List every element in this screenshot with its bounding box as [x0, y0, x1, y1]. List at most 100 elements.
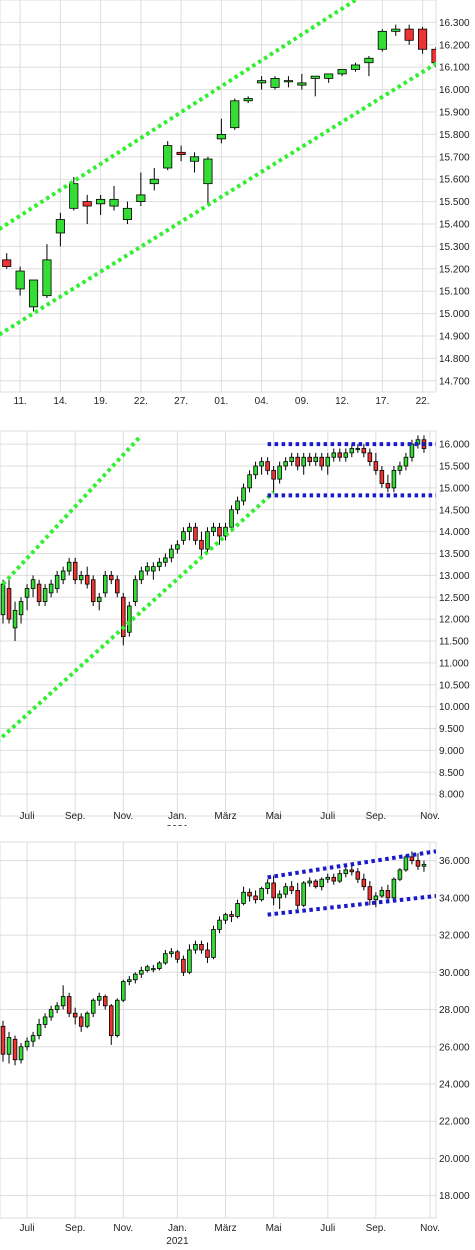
- x-tick-label: 12.: [335, 396, 349, 407]
- y-tick-label: 15.100: [439, 287, 470, 298]
- candle-up: [216, 133, 226, 140]
- candle-up: [373, 895, 379, 901]
- y-tick-label: 15.400: [439, 220, 470, 231]
- candle-up: [325, 456, 331, 467]
- candle-up: [181, 531, 186, 541]
- candle-down: [84, 574, 90, 585]
- y-tick-label: 11.000: [439, 658, 469, 669]
- candle-up: [122, 207, 133, 220]
- y-tick-label: 8.500: [439, 768, 464, 779]
- green-channel-line: [0, 61, 436, 337]
- x-tick-label: 17.: [375, 396, 389, 407]
- y-tick-label: 13.000: [439, 571, 470, 582]
- candle-up: [96, 596, 102, 603]
- candle-down: [193, 526, 198, 541]
- candle-up: [60, 996, 66, 1007]
- x-tick-label: Nov.: [420, 811, 440, 822]
- daily-chart: 16.300 16.200 16.100 16.000 15.900 15.800 15.7…: [0, 0, 470, 407]
- candle-down: [72, 561, 78, 581]
- candle-up: [247, 474, 252, 489]
- y-tick-label: 15.300: [439, 242, 470, 253]
- blue-channel-line: [267, 849, 436, 880]
- x-tick-label: Sep.: [366, 1223, 387, 1234]
- y-tick-label: 16.000: [439, 440, 470, 451]
- candle-up: [163, 953, 168, 964]
- candle-down: [445, 96, 453, 105]
- y-tick-label: 15.000: [439, 483, 470, 494]
- candle-up: [270, 78, 280, 88]
- candle-down: [217, 526, 222, 537]
- candle-up: [6, 1037, 12, 1055]
- candle-down: [229, 914, 234, 917]
- candle-up: [145, 566, 150, 572]
- candle-up: [301, 456, 306, 467]
- y-tick-label: 13.500: [439, 549, 470, 560]
- candle-up: [102, 574, 108, 594]
- candle-down: [108, 574, 114, 581]
- candle-up: [149, 178, 159, 185]
- candle-up: [193, 943, 198, 951]
- candle-up: [289, 456, 294, 463]
- y-tick-label: 32.000: [439, 931, 470, 942]
- candle-up: [54, 1005, 60, 1010]
- x-tick-label: Nov.: [113, 811, 133, 822]
- candle-up: [151, 968, 156, 971]
- candle-up: [187, 526, 192, 533]
- candle-up: [133, 579, 138, 603]
- candle-up: [139, 970, 144, 975]
- candle-down: [0, 1025, 6, 1055]
- x-tick-label: Juli: [320, 1223, 335, 1234]
- candle-up: [313, 456, 318, 463]
- candle-up: [301, 882, 306, 906]
- candle-down: [355, 871, 361, 880]
- candle-up: [157, 962, 162, 969]
- candles-group: [0, 849, 436, 1066]
- candle-up: [331, 452, 337, 458]
- candle-up: [187, 949, 192, 973]
- candle-down: [295, 889, 300, 906]
- candle-up: [48, 583, 54, 594]
- y-tick-label: 14.900: [439, 332, 470, 343]
- green-channel-line: [0, 0, 357, 232]
- candle-down: [108, 1005, 114, 1036]
- y-tick-label: 9.500: [439, 724, 464, 735]
- y-tick-label: 16.100: [439, 63, 470, 74]
- y-tick-label: 15.000: [439, 309, 470, 320]
- candle-up: [211, 526, 216, 533]
- blue-channel-line: [267, 893, 436, 917]
- candle-up: [96, 996, 102, 1001]
- y-tick-label: 16.000: [439, 85, 470, 96]
- candle-up: [169, 951, 174, 955]
- candle-up: [391, 469, 397, 489]
- candle-up: [163, 557, 168, 563]
- x-tick-label: Juli: [20, 1223, 35, 1234]
- y-tick-label: 26.000: [439, 1042, 470, 1053]
- candle-up: [203, 158, 213, 185]
- x-tick-label: 14.: [53, 396, 67, 407]
- candle-down: [379, 469, 385, 484]
- candle-down: [205, 949, 210, 958]
- candle-up: [15, 270, 25, 290]
- candle-up: [121, 981, 126, 1001]
- candle-down: [418, 28, 428, 50]
- y-tick-label: 30.000: [439, 968, 470, 979]
- candle-up: [235, 500, 240, 511]
- candle-down: [82, 201, 92, 207]
- candle-up: [42, 588, 48, 603]
- candle-up: [145, 966, 150, 971]
- y-tick-label: 15.800: [439, 130, 470, 141]
- candle-down: [36, 583, 42, 603]
- y-tick-label: 22.000: [439, 1117, 470, 1128]
- candle-up: [205, 531, 210, 550]
- candle-up: [18, 601, 24, 616]
- candle-up: [36, 1024, 42, 1036]
- x-tick-label: Sep.: [65, 1223, 86, 1234]
- candle-down: [415, 860, 421, 867]
- candle-up: [325, 876, 331, 880]
- candle-up: [136, 194, 146, 203]
- x-sub-label: 2021: [166, 824, 189, 826]
- candle-up: [397, 465, 403, 471]
- x-tick-label: Jan.: [168, 811, 187, 822]
- candle-up: [163, 145, 173, 169]
- candle-down: [385, 889, 391, 899]
